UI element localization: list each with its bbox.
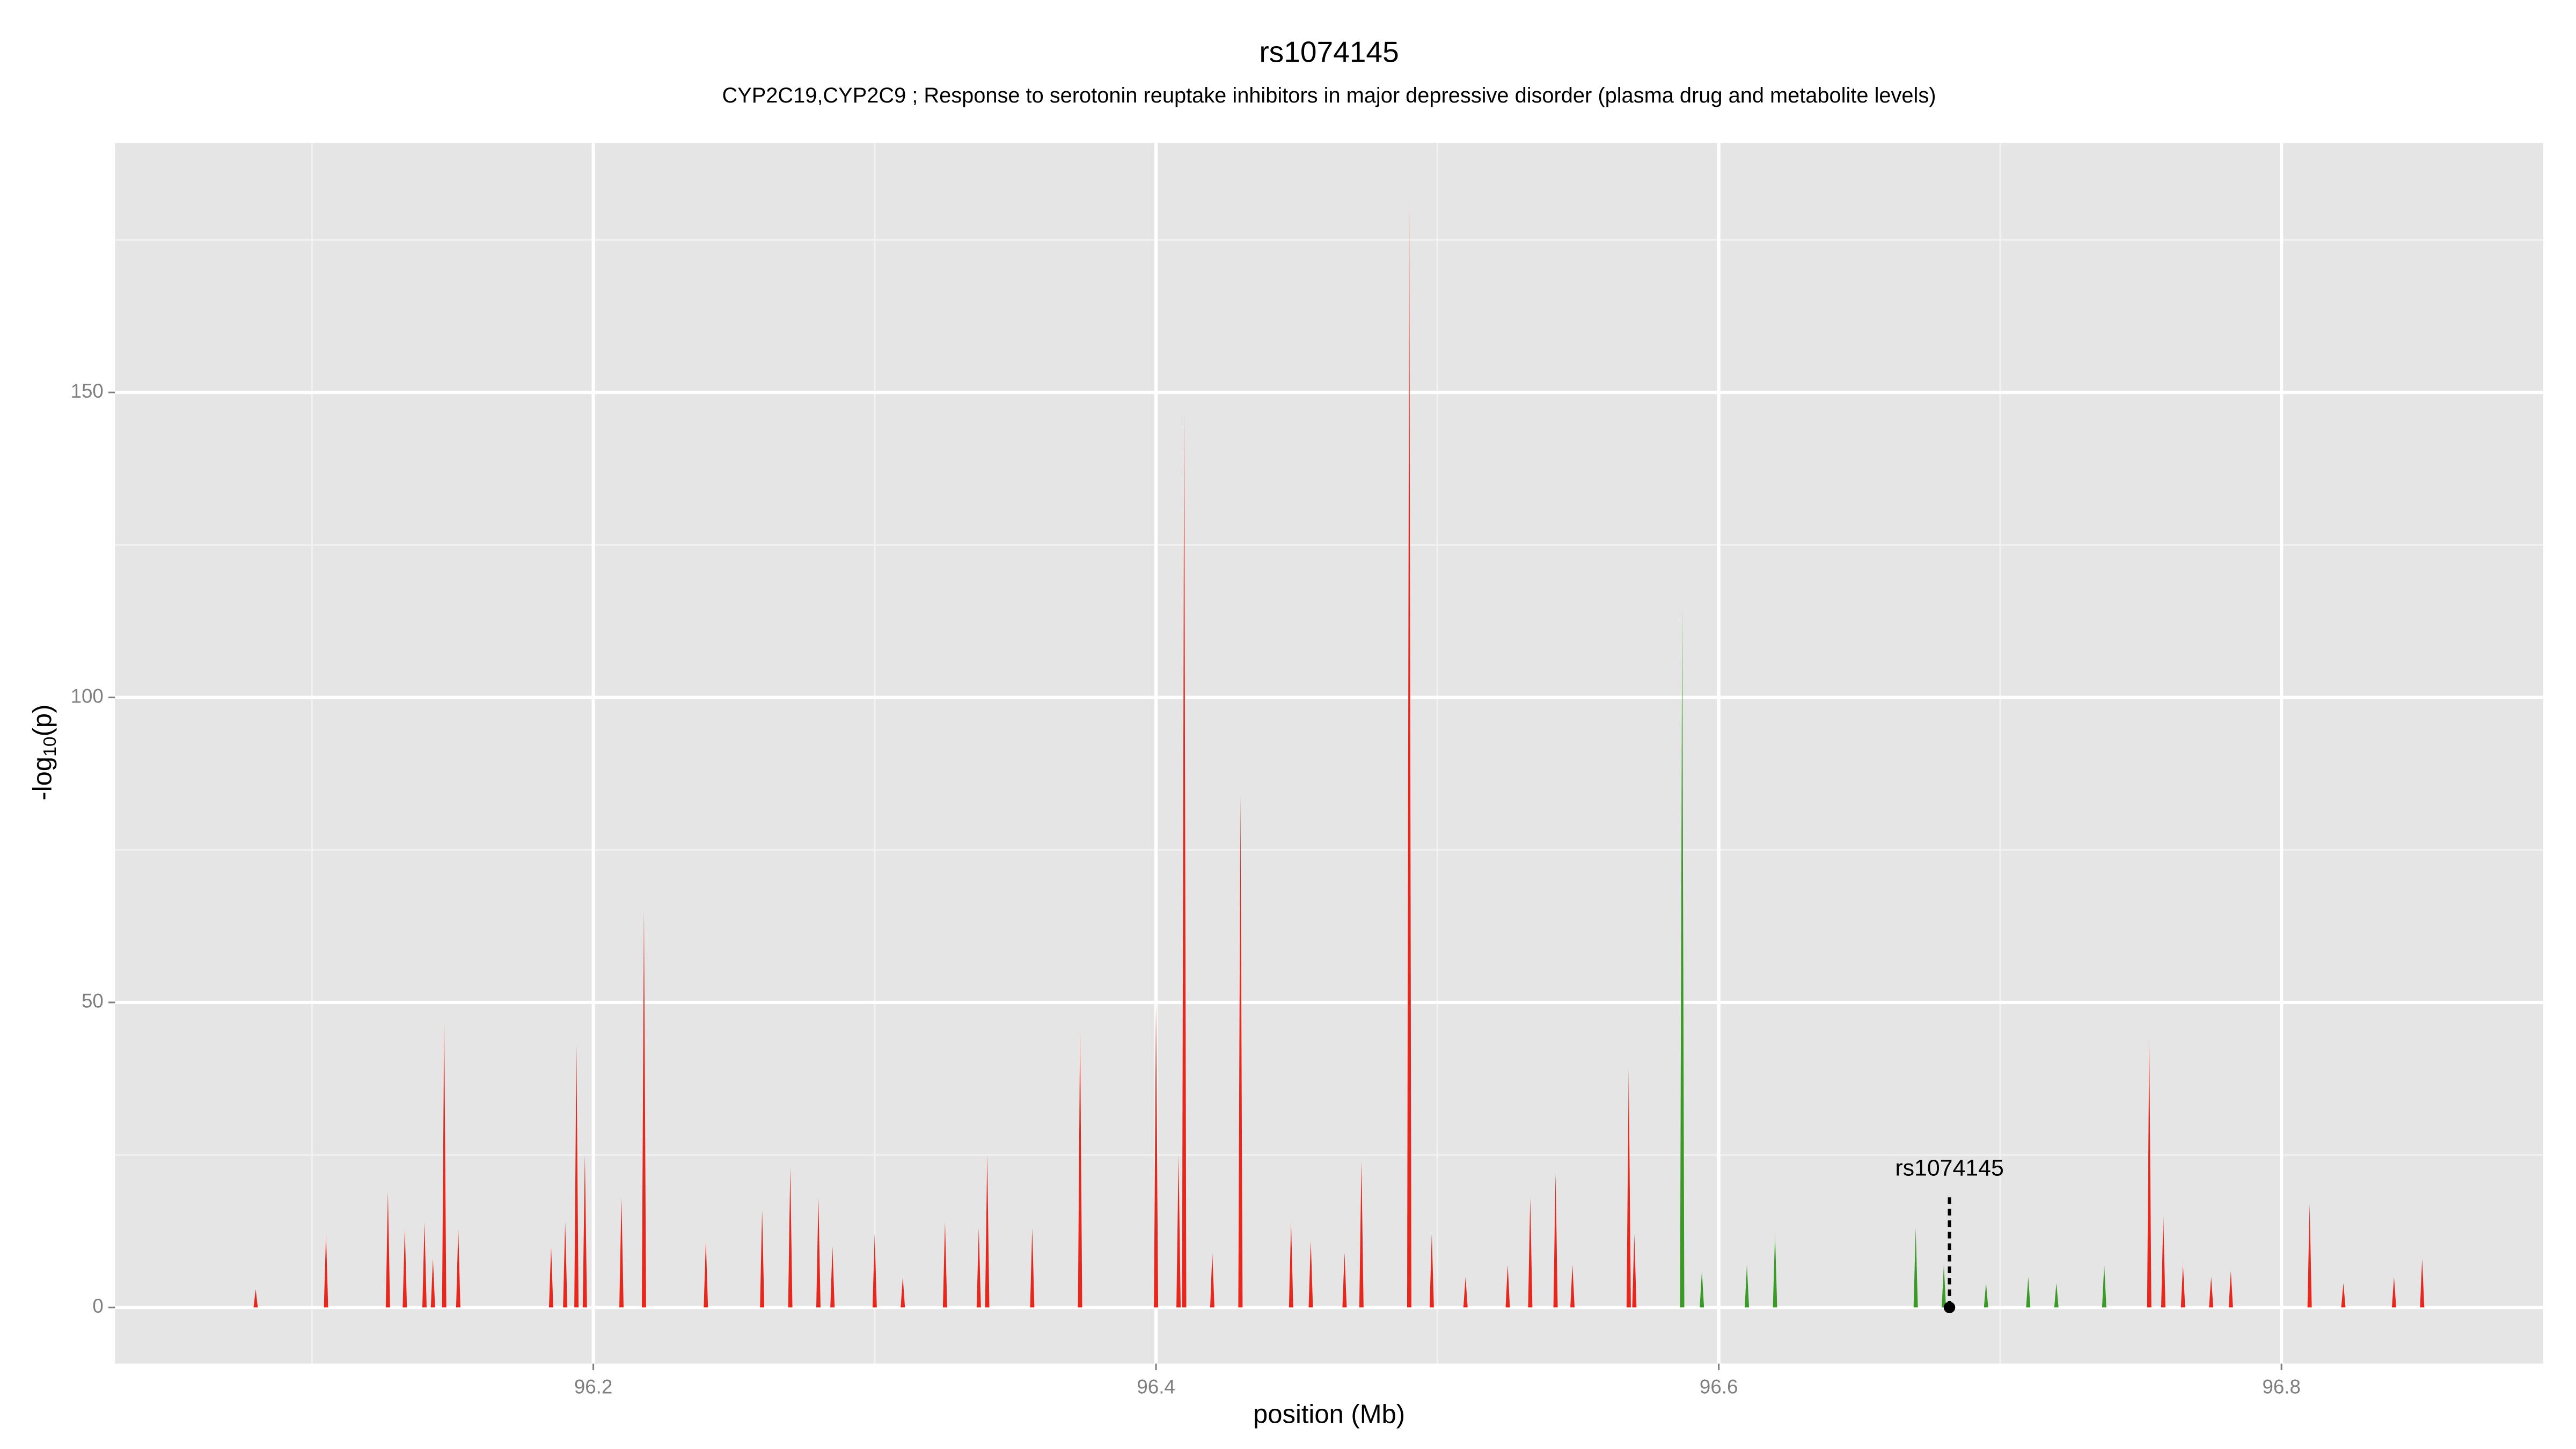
chart-subtitle: CYP2C19,CYP2C9 ; Response to serotonin r… [722,84,1936,107]
spike [2341,1283,2346,1308]
spike [619,1197,624,1308]
x-axis-label: position (Mb) [1253,1400,1405,1429]
x-tick-label: 96.4 [1137,1375,1175,1397]
x-tick-label: 96.8 [2262,1375,2300,1397]
x-tick-label: 96.2 [574,1375,612,1397]
spike [1308,1240,1313,1308]
y-label-sub: 10 [40,736,60,756]
spike [1407,197,1411,1308]
spike [1030,1228,1035,1308]
y-tick-label: 100 [71,685,104,707]
spike [1680,606,1685,1308]
y-tick-label: 50 [82,990,104,1012]
spike [2391,1277,2396,1308]
spike [872,1234,877,1308]
spike [788,1167,793,1308]
spike [760,1210,765,1308]
spike [1745,1264,1750,1308]
spike [2147,1039,2151,1308]
spike [1553,1173,1558,1308]
spike [2102,1264,2106,1308]
spike [641,911,646,1308]
spike [1429,1234,1434,1308]
y-axis-label: -log10(p) [28,705,60,801]
spike [2054,1283,2059,1308]
spike [1632,1234,1637,1308]
spike [2228,1271,2233,1308]
spike [430,1258,435,1308]
chart-title: rs1074145 [1259,35,1399,69]
x-tick-label: 96.6 [1700,1375,1738,1397]
spike [1913,1228,1918,1308]
spike [1359,1161,1364,1308]
spike [456,1228,460,1308]
spike [324,1234,328,1308]
annotation-point [1943,1301,1956,1313]
spike [1984,1283,1988,1308]
y-tick-label: 150 [71,380,104,402]
panel [115,143,2543,1364]
spike [548,1246,553,1308]
spike [1289,1222,1293,1308]
spike [385,1191,390,1308]
y-label-part: -log [28,757,57,801]
spike [816,1197,821,1308]
spike [2209,1277,2214,1308]
spike [1176,1155,1181,1308]
spike [1182,411,1187,1308]
spike [1773,1234,1777,1308]
spike [1154,1002,1159,1308]
spike [1626,1069,1631,1308]
spike [563,1222,568,1308]
spike [442,1021,447,1308]
spike [1505,1264,1510,1308]
spike [1238,795,1243,1308]
spike [1342,1252,1347,1308]
spike [985,1155,990,1308]
spike [402,1228,407,1308]
spike [1700,1271,1704,1308]
spike [901,1277,905,1308]
spike [574,1045,579,1308]
spike [1528,1197,1533,1308]
spike [830,1246,835,1308]
spike [1463,1277,1468,1308]
annotation-label: rs1074145 [1895,1155,2003,1181]
spike [582,1155,587,1308]
spike [976,1228,981,1308]
spike [1570,1264,1575,1308]
spike [942,1222,947,1308]
y-tick-label: 0 [92,1295,103,1317]
spike [422,1222,427,1308]
spike [253,1289,258,1308]
spike [2420,1258,2425,1308]
spike [1942,1264,1946,1308]
spike [2161,1216,2165,1308]
spike [704,1240,708,1308]
spike [1078,1027,1082,1308]
spike [1210,1252,1214,1308]
y-label-part: (p) [28,705,57,737]
spike [2180,1264,2185,1308]
spike [2026,1277,2031,1308]
spike [2307,1204,2312,1308]
